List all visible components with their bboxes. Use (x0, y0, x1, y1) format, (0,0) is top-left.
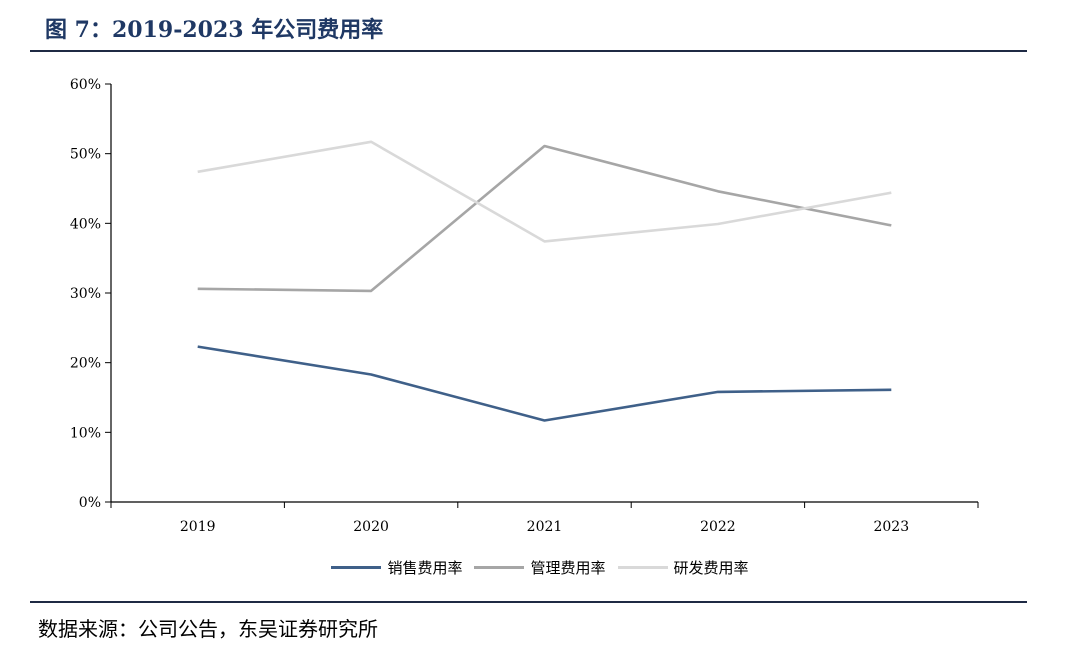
series-line-1 (197, 345, 892, 422)
chart-legend: 销售费用率 管理费用率 研发费用率 (0, 557, 1080, 578)
x-tick-label: 2020 (353, 519, 389, 535)
y-tick-label: 20% (70, 356, 101, 372)
y-tick-label: 30% (70, 286, 101, 302)
y-tick-label: 0% (79, 495, 101, 511)
source-note: 数据来源：公司公告，东吴证券研究所 (38, 617, 378, 641)
legend-label: 销售费用率 (387, 559, 463, 577)
y-tick-label: 60% (70, 77, 101, 93)
legend-label: 研发费用率 (673, 559, 749, 577)
x-tick-label: 2023 (873, 519, 909, 535)
series-line-3 (197, 140, 892, 243)
chart-series (197, 140, 892, 422)
legend-swatch (474, 566, 525, 569)
legend-item-2: 管理费用率 (474, 557, 606, 578)
bottom-divider (30, 601, 1027, 603)
line-chart: 0% 10% 20% 30% 40% 50% 60% 2019 2020 2021 2022 2023 (70, 77, 979, 535)
x-tick-label: 2022 (700, 519, 736, 535)
legend-item-3: 研发费用率 (617, 557, 749, 578)
y-tick-label: 40% (70, 216, 101, 232)
series-line-2 (197, 144, 892, 293)
legend-swatch (617, 566, 668, 569)
y-tick-label: 10% (70, 425, 101, 441)
legend-swatch (331, 566, 382, 569)
x-tick-label: 2019 (180, 519, 216, 535)
top-divider (30, 50, 1027, 52)
legend-label: 管理费用率 (530, 559, 606, 577)
chart-axes: 0% 10% 20% 30% 40% 50% 60% 2019 2020 2021 2022 2023 (70, 77, 979, 535)
y-tick-label: 50% (70, 147, 101, 163)
x-tick-label: 2021 (527, 519, 563, 535)
figure-title: 图 7：2019-2023 年公司费用率 (45, 17, 384, 43)
legend-item-1: 销售费用率 (331, 557, 462, 578)
